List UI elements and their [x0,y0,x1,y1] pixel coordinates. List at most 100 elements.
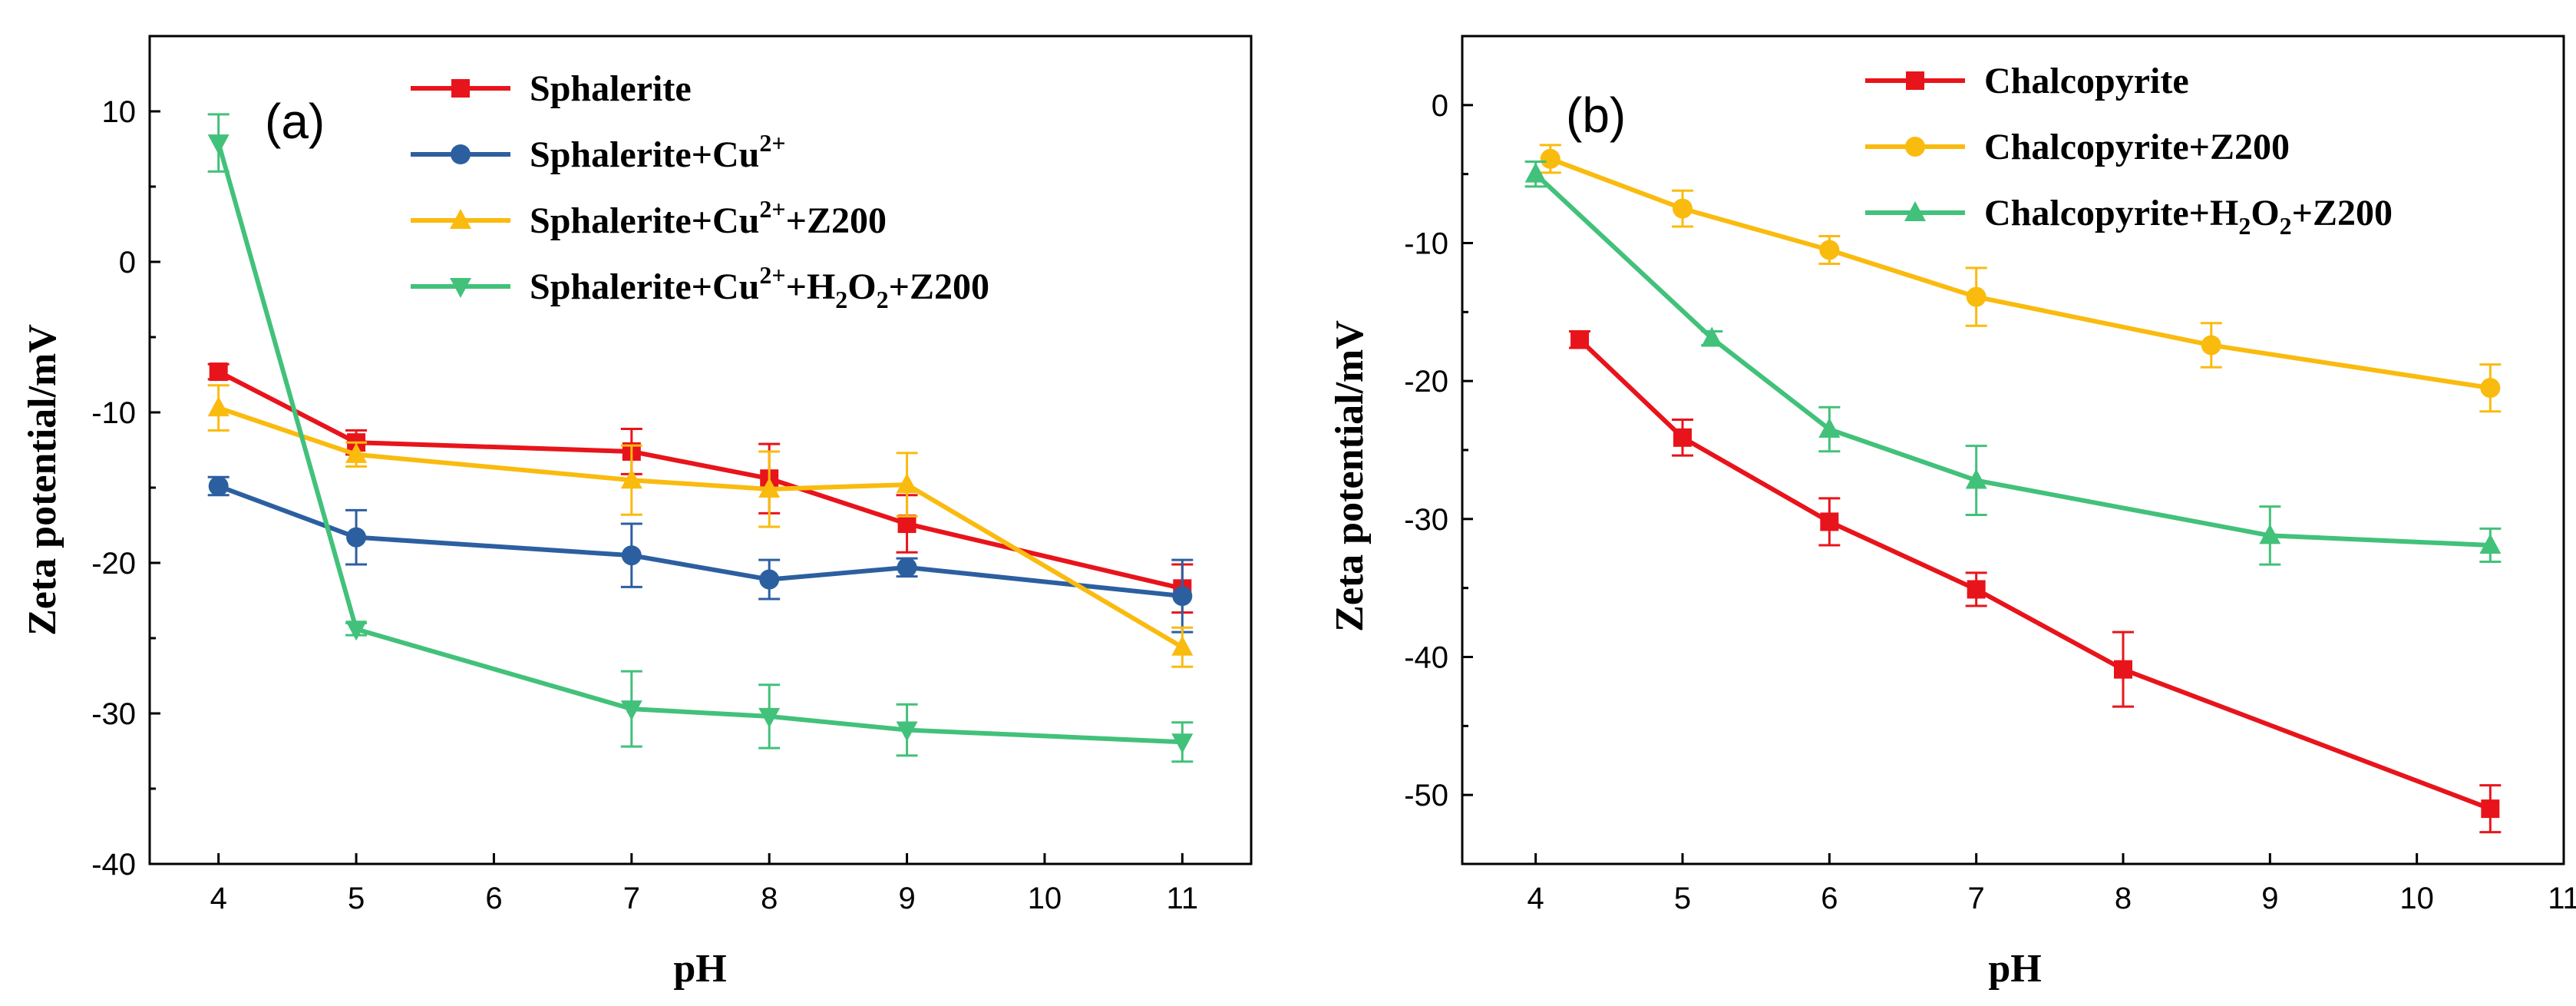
panel-b-x-tick-label: 4 [1527,882,1544,915]
panel-b-series-line [1534,172,2491,548]
panel-a-data-point [208,476,229,497]
panel-a-y-tick-label: -20 [91,547,136,581]
panel-b-x-tick-label: 10 [2399,882,2434,915]
panel-b-data-point [1570,330,1590,349]
panel-b-data-point [2114,660,2132,679]
panel-b-legend-label: Chalcopyrite [1984,61,2189,101]
panel-a-label: (a) [265,94,325,149]
panel-a-y-axis-title: Zeta potential/mV [21,324,64,636]
panel-b-y-tick-label: 0 [1432,89,1448,123]
panel-b-x-tick-label: 8 [2115,882,2132,915]
panel-b-series-line [1577,338,2492,811]
panel-b-legend-swatch-marker [1905,137,1925,157]
panel-a-data-point [897,557,917,577]
panel-a-y-tick-label: -30 [91,697,136,731]
panel-a-data-point [1171,733,1194,754]
panel-a-x-axis-title: pH [673,947,726,991]
panel-b-data-point [1540,148,1560,169]
panel-b-legend-item: Chalcopyrite [1865,61,2189,101]
panel-b-legend-swatch-marker [1906,71,1924,90]
panel-a-legend-swatch-marker [451,144,471,164]
panel-a-data-point [896,473,918,494]
panel-b-y-tick-label: -40 [1404,641,1448,675]
panel-a-data-point [896,721,918,742]
panel-b-y-tick-label: -30 [1404,503,1448,537]
panel-a-x-tick-label: 11 [1167,882,1199,915]
panel-a-legend-item: Sphalerite+Cu2++Z200 [411,195,887,241]
panel-a-series-1 [207,475,1194,634]
panel-a-legend-item: Sphalerite+Cu2++H2O2+Z200 [411,261,989,313]
panel-a-y-tick-label: 10 [102,95,137,129]
panel-b-series-2 [1524,160,2502,566]
panel-a-data-point [758,707,781,728]
panel-b-legend-item: Chalcopyrite+Z200 [1865,127,2290,167]
panel-a-data-point [758,477,781,498]
panel-b-data-point [1701,326,1723,347]
panel-a-legend-label: Sphalerite+Cu2++H2O2+Z200 [530,261,989,313]
panel-b-y-axis-title: Zeta potential/mV [1328,320,1372,632]
panel-b-legend-item: Chalcopyrite+H2O2+Z200 [1865,193,2393,240]
panel-b-label: (b) [1566,88,1626,143]
panel-b-data-point [2201,335,2221,356]
panel-a-x-tick-label: 8 [761,882,778,915]
panel-b-series-1 [1539,144,2502,413]
panel-a-data-point [1171,635,1194,656]
panel-a-series-3 [207,113,1194,763]
panel-b-legend: Chalcopyrite Chalcopyrite+Z200 Chalcopyrit… [1865,61,2393,240]
panel-a-legend: Sphalerite Sphalerite+Cu2+ Sphalerite+Cu2+… [411,68,989,313]
panel-a-x-tick-label: 6 [485,882,502,915]
panel-b-series-line [1549,157,2491,391]
panel-a-series-line [217,405,1184,650]
panel-b-x-tick-label: 11 [2548,882,2576,915]
panel-a-x-tick-label: 5 [348,882,365,915]
panel-b-legend-label: Chalcopyrite+Z200 [1984,127,2290,167]
panel-b-data-point [2479,533,2502,554]
panel-a-x-tick-label: 7 [623,882,640,915]
panel-a-series-line [216,142,1183,745]
panel-a-legend-item: Sphalerite+Cu2+ [411,129,786,175]
panel-b-y-tick-label: -10 [1404,227,1448,261]
panel-b-x-tick-label: 6 [1821,882,1838,915]
panel-b-data-point [1965,468,1987,489]
panel-b-data-point [1818,418,1841,438]
panel-a-plot-frame [148,35,1253,865]
panel-a-legend-label: Sphalerite+Cu2++Z200 [530,195,887,241]
panel-b-chalcopyrite: (b) pH Zeta potential/mV 4 5 6 7 8 9 10 11 -50 -4… [1328,35,2576,991]
panel-a-data-point [897,515,916,534]
panel-a-data-point [620,468,642,489]
panel-a-x-tick-label: 10 [1028,882,1062,915]
panel-a-legend-swatch-marker [450,278,471,298]
panel-a-legend-swatch-marker [451,79,470,98]
panel-a-legend-swatch-marker [450,209,471,229]
panel-a-y-tick-label: -40 [91,848,136,882]
panel-a-data-point [346,527,367,548]
panel-b-legend-swatch-marker [1904,201,1926,221]
panel-a-data-point [207,396,230,417]
panel-a-x-tick-label: 4 [210,882,227,915]
panel-b-data-point [1819,240,1840,260]
panel-b-x-axis-title: pH [1988,947,2041,991]
panel-b-data-point [2481,799,2500,819]
panel-a-data-point [621,545,642,566]
panel-b-data-point [1673,198,1693,219]
panel-a-y-tick-label: -10 [91,396,136,430]
panel-b-legend-label: Chalcopyrite+H2O2+Z200 [1984,193,2393,240]
panel-b-data-point [1524,162,1547,183]
panel-b-data-point [2259,524,2281,544]
panel-a-data-point [620,700,642,721]
panel-a-data-point [345,620,368,641]
panel-a-data-point [209,362,228,382]
panel-a-legend-label: Sphalerite [530,68,692,109]
panel-a-series-line [217,369,1183,591]
panel-a-x-tick-label: 9 [898,882,915,915]
panel-a-data-point [759,569,780,590]
panel-b-y-tick-label: -20 [1404,365,1448,399]
panel-a-data-point [345,442,368,463]
panel-b-x-tick-label: 7 [1968,882,1985,915]
panel-a-legend-item: Sphalerite [411,68,692,109]
panel-a-data-point [1172,586,1193,607]
panel-b-x-tick-label: 5 [1674,882,1691,915]
panel-b-x-tick-label: 9 [2261,882,2278,915]
panel-b-data-point [1673,428,1692,447]
